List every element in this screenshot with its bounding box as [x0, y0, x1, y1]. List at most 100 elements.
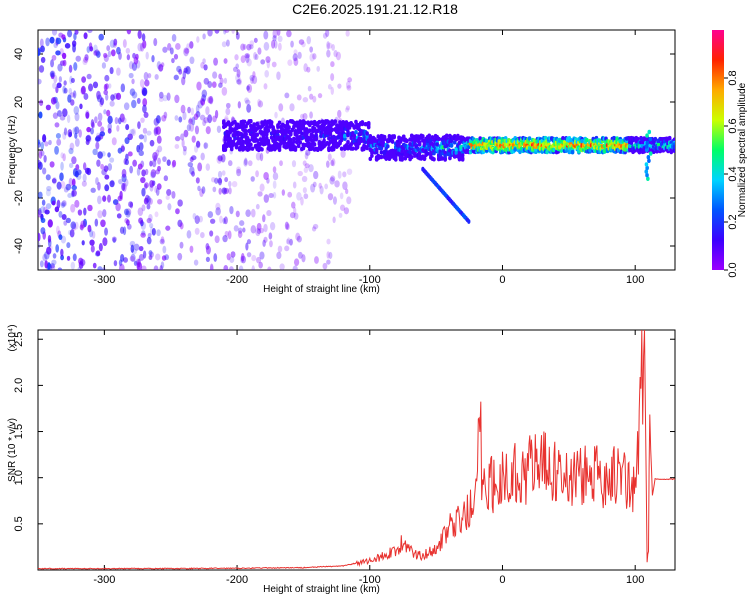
- spectrogram-cell: [129, 165, 134, 174]
- spectrogram-cell: [183, 129, 189, 138]
- spectrogram-cell: [251, 75, 258, 85]
- spectrogram-cell: [200, 97, 206, 105]
- spectrogram-cell: [52, 176, 57, 185]
- spectrogram-cell: [153, 117, 159, 126]
- spectrogram-cell: [279, 160, 283, 167]
- spectrogram-cell: [71, 178, 76, 187]
- spectrogram-cell: [154, 185, 158, 194]
- spectrogram-cell: [366, 122, 371, 127]
- spectrogram-cell: [171, 57, 175, 64]
- spectrogram-cell: [66, 114, 71, 124]
- spectrogram-cell: [228, 180, 232, 188]
- spectrogram-cell: [146, 203, 151, 210]
- spectrogram-cell: [81, 240, 85, 246]
- spectrogram-cell: [132, 159, 138, 167]
- spectrogram-cell: [137, 42, 143, 52]
- spectrogram-cell: [58, 234, 63, 241]
- spectrogram-cell: [79, 259, 86, 267]
- spectrogram-cell: [111, 137, 117, 146]
- spectrogram-cell: [54, 145, 59, 155]
- spectrogram-cell: [72, 168, 78, 177]
- spectrogram-cell: [346, 168, 353, 176]
- spectrogram-cell: [56, 110, 62, 117]
- spectrogram-cell: [59, 114, 66, 121]
- spectrogram-cell: [246, 58, 252, 67]
- spectrogram-cell: [444, 133, 449, 138]
- spectrogram-cell: [177, 252, 183, 261]
- spectrogram-cell: [324, 183, 329, 190]
- spectrogram-cell: [79, 224, 84, 231]
- spectrogram-cell: [101, 62, 107, 69]
- spectrogram-cell: [216, 155, 222, 164]
- spectrogram-cell: [561, 135, 565, 141]
- spectrogram-cell: [38, 65, 45, 73]
- spectrogram-cell: [312, 142, 317, 147]
- spectrogram-cell: [425, 151, 430, 156]
- spectrogram-cell: [203, 117, 209, 124]
- spectrogram-cell: [141, 87, 148, 97]
- spectrogram-cell: [80, 85, 86, 95]
- spectrogram-cell: [370, 150, 374, 155]
- spectrogram-cell: [312, 223, 319, 230]
- spectrogram-cell: [58, 211, 63, 218]
- spectrogram-cell: [281, 189, 286, 196]
- spectrogram-cell: [148, 198, 153, 205]
- spectrogram-cell: [264, 70, 270, 78]
- spectrogram-heatmap: [38, 30, 675, 270]
- spectrogram-cell: [55, 37, 62, 45]
- spectrogram-cell: [45, 104, 51, 111]
- spectrogram-cell: [302, 97, 309, 103]
- spectrogram-cell: [173, 53, 179, 60]
- spectrogram-x-tick-label: 0: [499, 274, 505, 286]
- snr-ticks: -300 -200 -100 0 100 2.5 2.0 1.5 1.0 0.5: [13, 330, 675, 586]
- spectrogram-cell: [67, 30, 73, 38]
- spectrogram-cell: [346, 196, 352, 205]
- spectrogram-cell: [119, 263, 125, 270]
- spectrogram-cell: [264, 124, 269, 129]
- spectrogram-cell: [38, 159, 42, 168]
- spectrogram-cell: [61, 52, 67, 60]
- spectrogram-cell: [262, 239, 266, 248]
- spectrogram-cell: [178, 116, 183, 123]
- spectrogram-cell: [460, 153, 465, 158]
- spectrogram-cell: [38, 191, 43, 199]
- spectrogram-cell: [432, 157, 436, 162]
- spectrogram-cell: [328, 251, 333, 260]
- spectrogram-cell: [45, 37, 50, 47]
- spectrogram-cell: [149, 160, 153, 167]
- spectrogram-cell: [195, 177, 200, 184]
- spectrogram-cell: [104, 227, 108, 236]
- spectrogram-cell: [47, 219, 53, 228]
- spectrogram-cell: [71, 189, 77, 197]
- spectrogram-cell: [197, 162, 203, 172]
- snr-x-tick-label: -100: [359, 574, 381, 586]
- spectrogram-cell: [271, 125, 275, 130]
- colorbar-tick-label: 0.0: [727, 262, 739, 277]
- spectrogram-cell: [327, 120, 331, 125]
- spectrogram-cell: [242, 43, 247, 50]
- spectrogram-cell: [100, 126, 105, 133]
- spectrogram-cell: [121, 168, 127, 178]
- snr-y-tick-label: 2.0: [13, 378, 25, 393]
- spectrogram-cell: [162, 245, 167, 254]
- spectrogram-cell: [56, 181, 62, 190]
- spectrogram-cell: [125, 210, 131, 218]
- spectrogram-cell: [154, 74, 159, 80]
- spectrogram-cell: [334, 180, 340, 188]
- spectrogram-x-tick-label: -200: [226, 274, 248, 286]
- spectrogram-cell: [585, 137, 589, 143]
- spectrogram-cell: [44, 209, 50, 215]
- spectrogram-cell: [109, 157, 115, 163]
- spectrogram-cell: [70, 77, 75, 84]
- spectrogram-cell: [120, 254, 125, 262]
- spectrogram-cell: [78, 129, 82, 138]
- spectrogram-cell: [59, 172, 64, 182]
- spectrogram-cell: [63, 87, 68, 94]
- spectrogram-cell: [91, 121, 95, 129]
- spectrogram-cell: [93, 44, 98, 54]
- spectrogram-cell: [335, 51, 341, 61]
- spectrogram-cell: [293, 57, 299, 67]
- spectrogram-cell: [570, 149, 575, 155]
- snr-x-tick-label: -200: [226, 574, 248, 586]
- spectrogram-cell: [279, 136, 283, 141]
